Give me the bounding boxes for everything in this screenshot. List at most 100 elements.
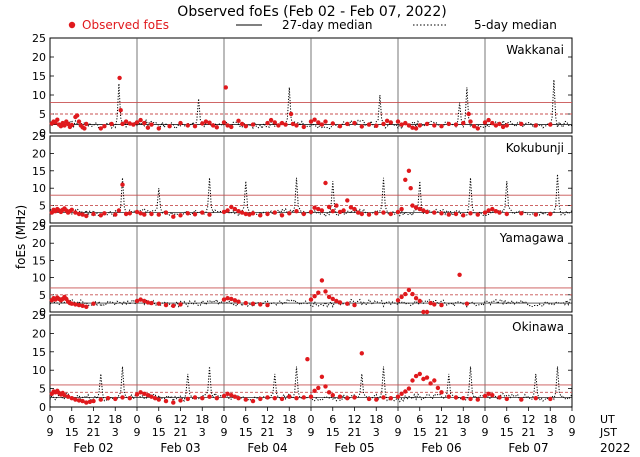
observed-point (294, 396, 299, 401)
jst-tick-label: 9 (47, 426, 54, 439)
station-label: Kokubunji (506, 141, 564, 155)
panel-yamagawa: 0 5 10 15 20 25 Yamagawa (32, 220, 573, 319)
observed-point (55, 117, 60, 122)
ut-tick-label: 0 (47, 413, 54, 426)
observed-point (80, 398, 85, 404)
observed-point (210, 123, 216, 128)
observed-point (265, 395, 270, 400)
observed-point (504, 211, 509, 217)
observed-point (134, 298, 140, 304)
observed-point (406, 168, 412, 173)
observed-point (446, 394, 451, 399)
observed-point (316, 290, 321, 295)
day-label: Feb 06 (421, 441, 461, 455)
observed-point (533, 396, 538, 401)
observed-point (410, 203, 415, 208)
observed-point (149, 211, 154, 217)
observed-point (243, 300, 248, 306)
observed-point (84, 304, 89, 309)
observed-point (366, 212, 372, 217)
panel-wakkanai: 0 5 10 15 20 25 Wakkanai (32, 32, 573, 140)
observed-point (417, 123, 422, 128)
observed-point (80, 212, 85, 217)
observed-point (221, 393, 227, 399)
observed-point (118, 108, 123, 113)
jst-axis-label: JST (599, 426, 617, 439)
y-tick-label: 10 (32, 364, 46, 377)
observed-point (439, 302, 444, 308)
observed-point (446, 212, 451, 217)
observed-point (323, 289, 328, 294)
observed-point (268, 117, 274, 123)
ut-tick-label: 0 (569, 413, 576, 426)
y-tick-label: 15 (32, 254, 46, 267)
observed-point (421, 376, 426, 382)
observed-point (468, 396, 473, 402)
observed-point (152, 396, 158, 401)
observed-point (399, 391, 404, 396)
observed-point (113, 212, 118, 217)
ut-tick-label: 12 (348, 413, 362, 426)
observed-point (76, 302, 82, 308)
observed-point (171, 214, 176, 219)
y-tick-label: 5 (39, 108, 46, 121)
observed-point (279, 120, 285, 126)
jst-tick-label: 9 (221, 426, 228, 439)
ut-tick-label: 6 (329, 413, 336, 426)
observed-point (279, 213, 285, 218)
observed-point (225, 391, 230, 396)
observed-point (497, 395, 502, 400)
observed-point (287, 211, 292, 216)
jst-tick-label: 3 (286, 426, 293, 439)
observed-point (109, 121, 114, 127)
observed-point (203, 119, 209, 124)
observed-point (312, 294, 317, 299)
observed-point (142, 120, 147, 126)
observed-point (308, 297, 314, 302)
observed-point (406, 386, 412, 391)
observed-point (533, 212, 538, 217)
observed-point (229, 296, 234, 302)
jst-tick-label: 21 (522, 426, 536, 439)
y-tick-label: 15 (32, 165, 46, 178)
observed-point (475, 212, 480, 217)
observed-point (453, 211, 459, 217)
observed-point (417, 206, 422, 212)
jst-tick-label: 3 (460, 426, 467, 439)
observed-point (142, 212, 147, 217)
observed-point (131, 122, 136, 127)
observed-point (69, 301, 75, 306)
observed-point (348, 205, 354, 210)
observed-point (490, 393, 495, 398)
observed-point (381, 121, 386, 127)
observed-point (87, 399, 93, 404)
observed-point (250, 211, 256, 216)
jst-tick-label: 9 (308, 426, 315, 439)
ut-tick-label: 18 (543, 413, 557, 426)
station-panels: 0 5 10 15 20 25 Wakkanai 0 5 10 15 20 25 Kokubunji 0 5 1… (32, 32, 573, 414)
observed-point (239, 121, 245, 127)
observed-point (312, 388, 317, 393)
observed-point (366, 122, 372, 127)
jst-tick-label: 3 (199, 426, 206, 439)
observed-point (62, 123, 67, 128)
observed-point (294, 123, 299, 128)
jst-tick-label: 21 (174, 426, 188, 439)
jst-tick-label: 15 (152, 426, 166, 439)
observed-point (84, 400, 89, 405)
observed-point (134, 120, 140, 125)
observed-point (98, 126, 104, 131)
observed-point (236, 396, 241, 401)
observed-point (334, 298, 339, 304)
observed-point (464, 301, 470, 306)
jst-tick-label: 15 (239, 426, 253, 439)
observed-point (138, 390, 143, 395)
observed-point (410, 125, 415, 130)
observed-point (439, 211, 444, 216)
jst-tick-label: 21 (435, 426, 449, 439)
observed-point (493, 123, 499, 128)
observed-point (127, 396, 132, 401)
y-tick-label: 10 (32, 182, 46, 195)
observed-point (388, 120, 393, 125)
y-tick-label: 25 (32, 220, 46, 233)
